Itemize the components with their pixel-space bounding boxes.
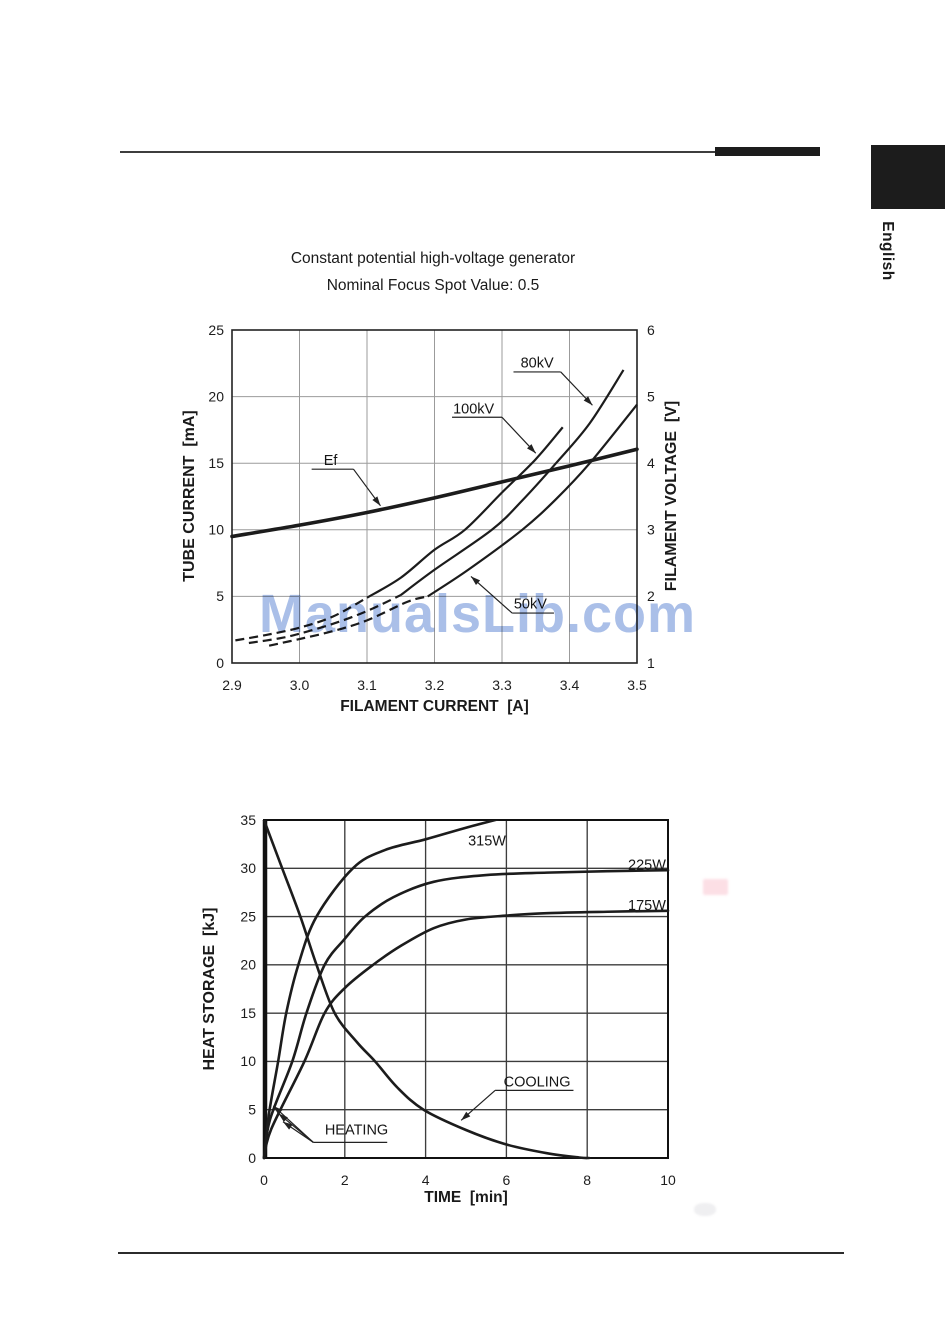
- y-tick-label-right: 1: [647, 655, 655, 671]
- y-tick-label: 20: [240, 957, 256, 973]
- annotation-Ef: Ef: [324, 453, 339, 469]
- series-80kV-dashed: [248, 594, 402, 645]
- x-tick-label: 3.0: [290, 677, 310, 693]
- series-100kV: [366, 426, 564, 599]
- footer-rule: [118, 1252, 844, 1254]
- y-tick-label: 25: [240, 908, 256, 924]
- header-rule: [120, 151, 718, 153]
- print-artifact: [694, 1203, 716, 1216]
- y-tick-label-right: 3: [647, 522, 655, 538]
- header-black-bar: [715, 147, 820, 156]
- annotation-225W: 225W: [628, 857, 666, 873]
- x-tick-label: 3.4: [560, 677, 580, 693]
- y-tick-label: 35: [240, 812, 256, 828]
- series-COOLING: [262, 820, 591, 1160]
- y-tick-label: 10: [240, 1053, 256, 1069]
- y-tick-label-right: 4: [647, 455, 655, 471]
- series-Ef: [230, 447, 639, 539]
- series-315W: [262, 820, 501, 1160]
- y-tick-label: 15: [208, 455, 224, 471]
- x-tick-label: 2: [341, 1172, 349, 1188]
- arrowhead: [461, 1111, 471, 1121]
- y-tick-label-right: 6: [647, 322, 655, 338]
- x-tick-label: 10: [660, 1172, 676, 1188]
- series-100kV-dashed: [235, 596, 368, 642]
- chart-1: 2.9 3.0 3.1 3.2 3.3 3.4 3.5 0 5 10 15 20 25 1 2 3 4 5 6 80k…: [208, 322, 655, 693]
- annotation-100kV: 100kV: [453, 402, 494, 418]
- pink-highlight-artifact: [703, 879, 728, 895]
- annotation-175W: 175W: [628, 898, 666, 914]
- y-tick-label: 10: [208, 522, 224, 538]
- x-tick-label: 2.9: [222, 677, 242, 693]
- x-tick-label: 3.2: [425, 677, 445, 693]
- x-tick-label: 6: [503, 1172, 511, 1188]
- y-tick-label-right: 5: [647, 388, 655, 404]
- series-175W: [262, 909, 670, 1160]
- series-50kV-dashed: [268, 595, 429, 647]
- x-tick-label: 4: [422, 1172, 430, 1188]
- annotation-50kV: 50kV: [514, 597, 547, 613]
- x-tick-label: 8: [583, 1172, 591, 1188]
- chart-2: 0 2 4 6 8 10 0 5 10 15 20 25 30 35 315W 225W 175W COOLING…: [240, 812, 676, 1188]
- chart1-title: Constant potential high-voltage generato…: [290, 250, 576, 267]
- y-tick-label: 0: [216, 655, 224, 671]
- series-225W: [262, 868, 670, 1160]
- y-tick-label: 5: [248, 1102, 256, 1118]
- y-tick-label: 20: [208, 388, 224, 404]
- arrowhead: [372, 496, 381, 506]
- arrowhead: [273, 1105, 283, 1115]
- chart1-subtitle: Nominal Focus Spot Value: 0.5: [326, 277, 540, 294]
- annotation-HEATING: HEATING: [325, 1123, 388, 1139]
- x-tick-label: 0: [260, 1172, 268, 1188]
- y-tick-label: 25: [208, 322, 224, 338]
- x-tick-label: 3.1: [357, 677, 377, 693]
- y-tick-label: 15: [240, 1005, 256, 1021]
- x-tick-label: 3.5: [627, 677, 647, 693]
- chart1-x-axis-label: FILAMENT CURRENT [A]: [340, 698, 529, 715]
- x-tick-label: 3.3: [492, 677, 512, 693]
- annotation-315W: 315W: [468, 833, 506, 849]
- chart1-y-axis-label: TUBE CURRENT [mA]: [181, 410, 198, 582]
- arrowhead: [282, 1121, 293, 1130]
- language-edge-tab: [871, 145, 945, 209]
- watermark: ManualsLib.com: [259, 584, 697, 644]
- plot-border: [231, 329, 638, 664]
- arrowhead: [583, 396, 593, 406]
- arrowhead: [526, 444, 536, 454]
- y-tick-label-right: 2: [647, 588, 655, 604]
- annotation-80kV: 80kV: [521, 356, 554, 372]
- chart2-y-axis-label: HEAT STORAGE [kJ]: [201, 907, 218, 1071]
- series-80kV: [400, 369, 625, 596]
- arrowhead: [470, 576, 481, 586]
- annotation-COOLING: COOLING: [504, 1075, 571, 1091]
- series-50kV: [427, 403, 638, 598]
- y-tick-label: 30: [240, 860, 256, 876]
- arrowhead: [278, 1113, 288, 1123]
- chart2-x-axis-label: TIME [min]: [424, 1189, 508, 1206]
- y-tick-label: 0: [248, 1150, 256, 1166]
- y-tick-label: 5: [216, 588, 224, 604]
